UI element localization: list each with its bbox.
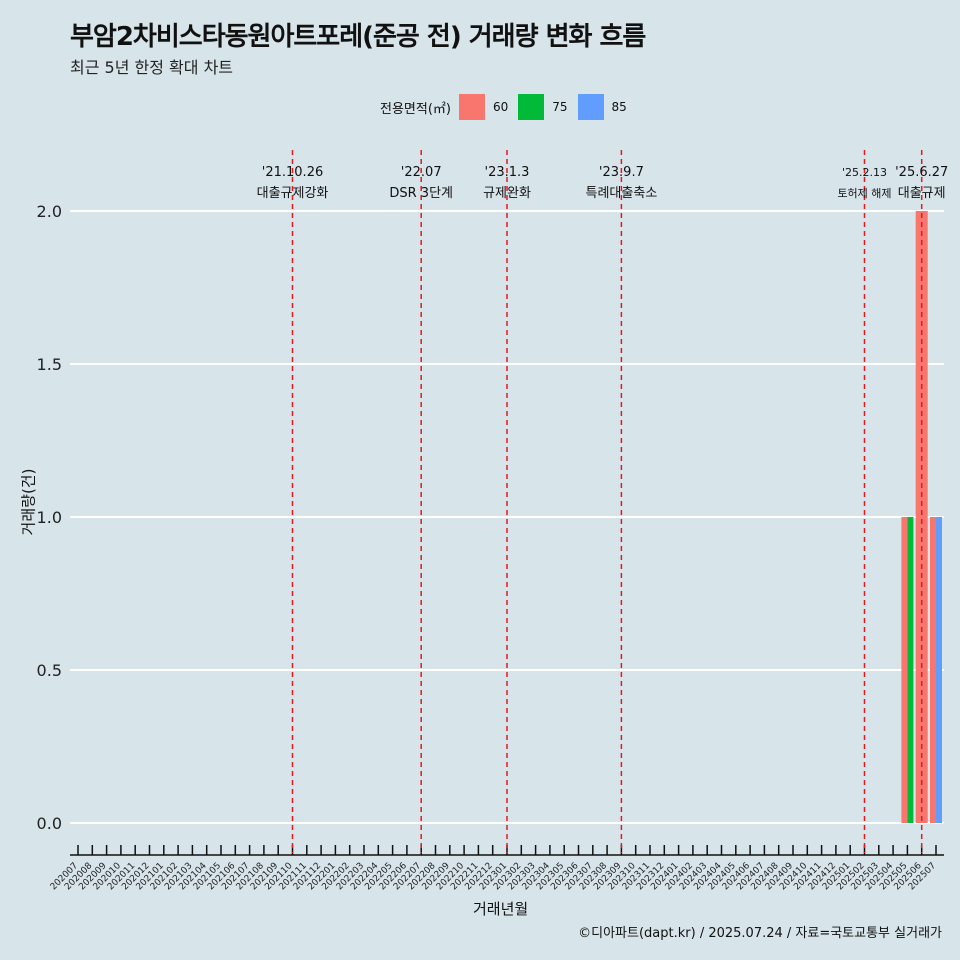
source-caption: ©디아파트(dapt.kr) / 2025.07.24 / 자료=국토교통부 실… bbox=[578, 926, 942, 941]
event-date-label: '23.9.7 bbox=[599, 165, 644, 180]
event-label: DSR 3단계 bbox=[389, 186, 453, 201]
y-tick-label: 1.0 bbox=[37, 508, 62, 527]
chart-title: 부암2차비스타동원아트포레(준공 전) 거래량 변화 흐름 bbox=[70, 22, 646, 52]
event-date-label: '21.10.26 bbox=[262, 165, 323, 180]
event-date-label: '25.6.27 bbox=[895, 165, 948, 180]
y-tick-label: 0.5 bbox=[37, 661, 62, 680]
event-label: 대출규제강화 bbox=[257, 186, 329, 201]
event-date-label: '23.1.3 bbox=[485, 165, 530, 180]
chart-subtitle: 최근 5년 한정 확대 차트 bbox=[70, 58, 234, 77]
legend-swatch-60 bbox=[458, 94, 485, 120]
legend-swatch-85 bbox=[577, 94, 604, 120]
bar-60-202505 bbox=[901, 517, 908, 823]
legend-label-60: 60 bbox=[492, 100, 509, 114]
event-label: 대출규제 bbox=[898, 186, 946, 201]
bar-60-202506 bbox=[915, 211, 928, 823]
legend-title: 전용면적(㎡) bbox=[380, 101, 451, 117]
event-label: 특례대출축소 bbox=[586, 186, 658, 201]
event-label: 토허제 해제 bbox=[837, 186, 891, 200]
event-date-label: '25.2.13 bbox=[842, 166, 887, 179]
legend: 전용면적(㎡) 60 75 85 bbox=[380, 93, 637, 121]
bar-75-202505 bbox=[907, 517, 914, 823]
legend-label-85: 85 bbox=[611, 100, 627, 114]
bar-85-202507 bbox=[936, 517, 942, 823]
legend-label-75: 75 bbox=[552, 100, 568, 114]
legend-swatch-75 bbox=[518, 94, 545, 120]
event-date-label: '22.07 bbox=[401, 165, 442, 180]
y-tick-label: 2.0 bbox=[37, 202, 62, 221]
bar-60-202507 bbox=[930, 517, 936, 823]
x-axis-label: 거래년월 bbox=[473, 900, 529, 918]
y-tick-label: 1.5 bbox=[37, 355, 62, 374]
y-tick-label: 0.0 bbox=[37, 814, 62, 833]
event-label: 규제완화 bbox=[483, 186, 531, 201]
y-axis-label: 거래량(건) bbox=[19, 468, 38, 536]
